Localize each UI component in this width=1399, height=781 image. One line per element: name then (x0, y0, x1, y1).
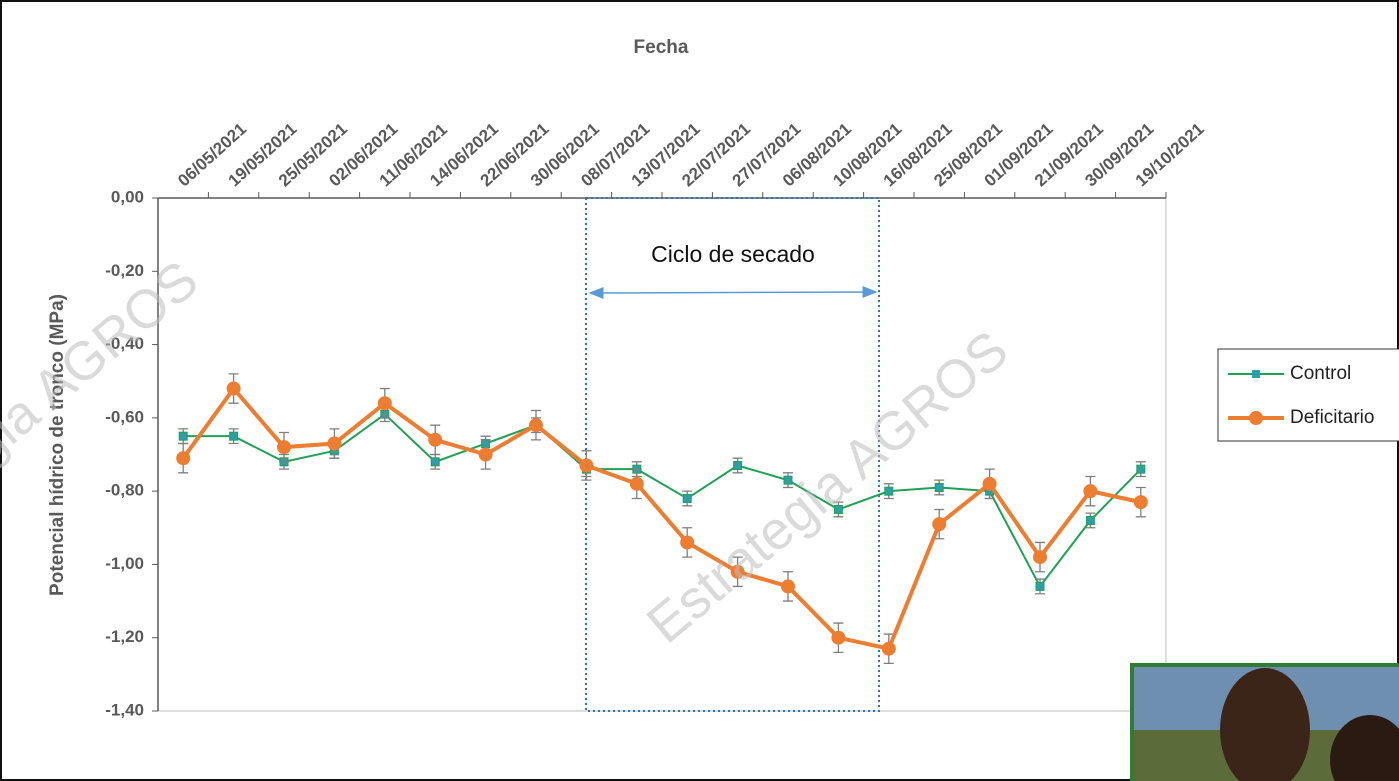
y-tick-label: -1,20 (105, 627, 144, 646)
photo-figure (1220, 668, 1310, 781)
point (1136, 464, 1146, 474)
point (226, 381, 241, 396)
point (833, 504, 843, 514)
point (682, 493, 692, 503)
photo-figure (1330, 715, 1399, 781)
point (1133, 495, 1148, 510)
photo (1130, 663, 1399, 781)
point (733, 460, 743, 470)
y-axis-title: Potencial hídrico de tronco (MPa) (47, 294, 68, 596)
point (730, 564, 745, 579)
point (982, 476, 997, 491)
x-axis-title: Fecha (634, 37, 689, 58)
legend-box (1217, 348, 1399, 442)
point (579, 458, 594, 473)
y-tick-label: -0,60 (105, 407, 144, 426)
point (680, 535, 695, 550)
point (1085, 515, 1095, 525)
point (783, 475, 793, 485)
point (428, 432, 443, 447)
legend-label: Control (1290, 363, 1351, 384)
legend-marker (1252, 370, 1260, 378)
y-tick-label: 0,00 (111, 187, 144, 206)
point (1033, 550, 1047, 565)
point (327, 436, 342, 451)
y-tick-label: -1,40 (105, 700, 144, 719)
y-tick-label: -0,40 (105, 334, 144, 353)
y-tick-label: -0,80 (105, 481, 144, 500)
point (934, 482, 944, 492)
annotation: Ciclo de secado (651, 241, 815, 267)
point (178, 431, 188, 441)
y-tick-label: -1,00 (105, 554, 144, 573)
point (881, 641, 896, 656)
point (176, 451, 191, 466)
legend-marker (1249, 411, 1263, 425)
point (1035, 581, 1045, 591)
point (884, 486, 894, 496)
point (478, 447, 493, 462)
point (1083, 484, 1098, 499)
y-tick-label: -0,20 (105, 261, 144, 280)
point (430, 457, 440, 467)
point (529, 418, 543, 433)
point (277, 440, 291, 455)
series (176, 373, 1148, 665)
point (932, 517, 947, 532)
series-line (181, 385, 1142, 652)
annotation-arrow (588, 286, 878, 299)
point (831, 630, 846, 645)
point (377, 396, 392, 411)
point (229, 431, 239, 441)
legend-label: Deficitario (1290, 407, 1374, 428)
point (781, 579, 795, 594)
point (629, 476, 644, 491)
